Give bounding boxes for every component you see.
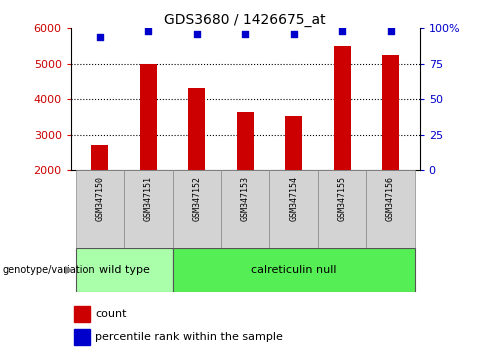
Bar <box>366 170 415 248</box>
Bar <box>221 170 269 248</box>
Point <box>242 31 249 37</box>
Text: GSM347152: GSM347152 <box>192 176 201 221</box>
Bar <box>318 170 366 248</box>
Text: genotype/variation: genotype/variation <box>2 265 95 275</box>
Point <box>96 34 104 40</box>
Text: calreticulin null: calreticulin null <box>251 265 336 275</box>
Bar <box>188 88 205 170</box>
Bar <box>382 55 399 170</box>
Bar <box>124 170 173 248</box>
Point <box>290 31 298 37</box>
Bar <box>173 248 415 292</box>
Bar <box>74 306 90 321</box>
Text: ▶: ▶ <box>65 265 73 275</box>
Bar <box>76 248 173 292</box>
Point <box>338 28 346 34</box>
Bar <box>76 170 124 248</box>
Bar <box>140 64 157 170</box>
Text: GSM347155: GSM347155 <box>338 176 346 221</box>
Text: GSM347154: GSM347154 <box>289 176 298 221</box>
Text: GSM347151: GSM347151 <box>144 176 153 221</box>
Text: count: count <box>95 309 127 319</box>
Text: wild type: wild type <box>99 265 149 275</box>
Text: percentile rank within the sample: percentile rank within the sample <box>95 332 283 342</box>
Text: GSM347150: GSM347150 <box>95 176 104 221</box>
Bar <box>74 329 90 345</box>
Bar <box>285 116 302 170</box>
Bar <box>91 145 108 170</box>
Text: GSM347153: GSM347153 <box>241 176 250 221</box>
Bar <box>173 170 221 248</box>
Point <box>144 28 152 34</box>
Bar <box>269 170 318 248</box>
Bar <box>237 112 254 170</box>
Point <box>386 28 394 34</box>
Bar <box>334 46 350 170</box>
Title: GDS3680 / 1426675_at: GDS3680 / 1426675_at <box>164 13 326 27</box>
Text: GSM347156: GSM347156 <box>386 176 395 221</box>
Point <box>193 31 201 37</box>
